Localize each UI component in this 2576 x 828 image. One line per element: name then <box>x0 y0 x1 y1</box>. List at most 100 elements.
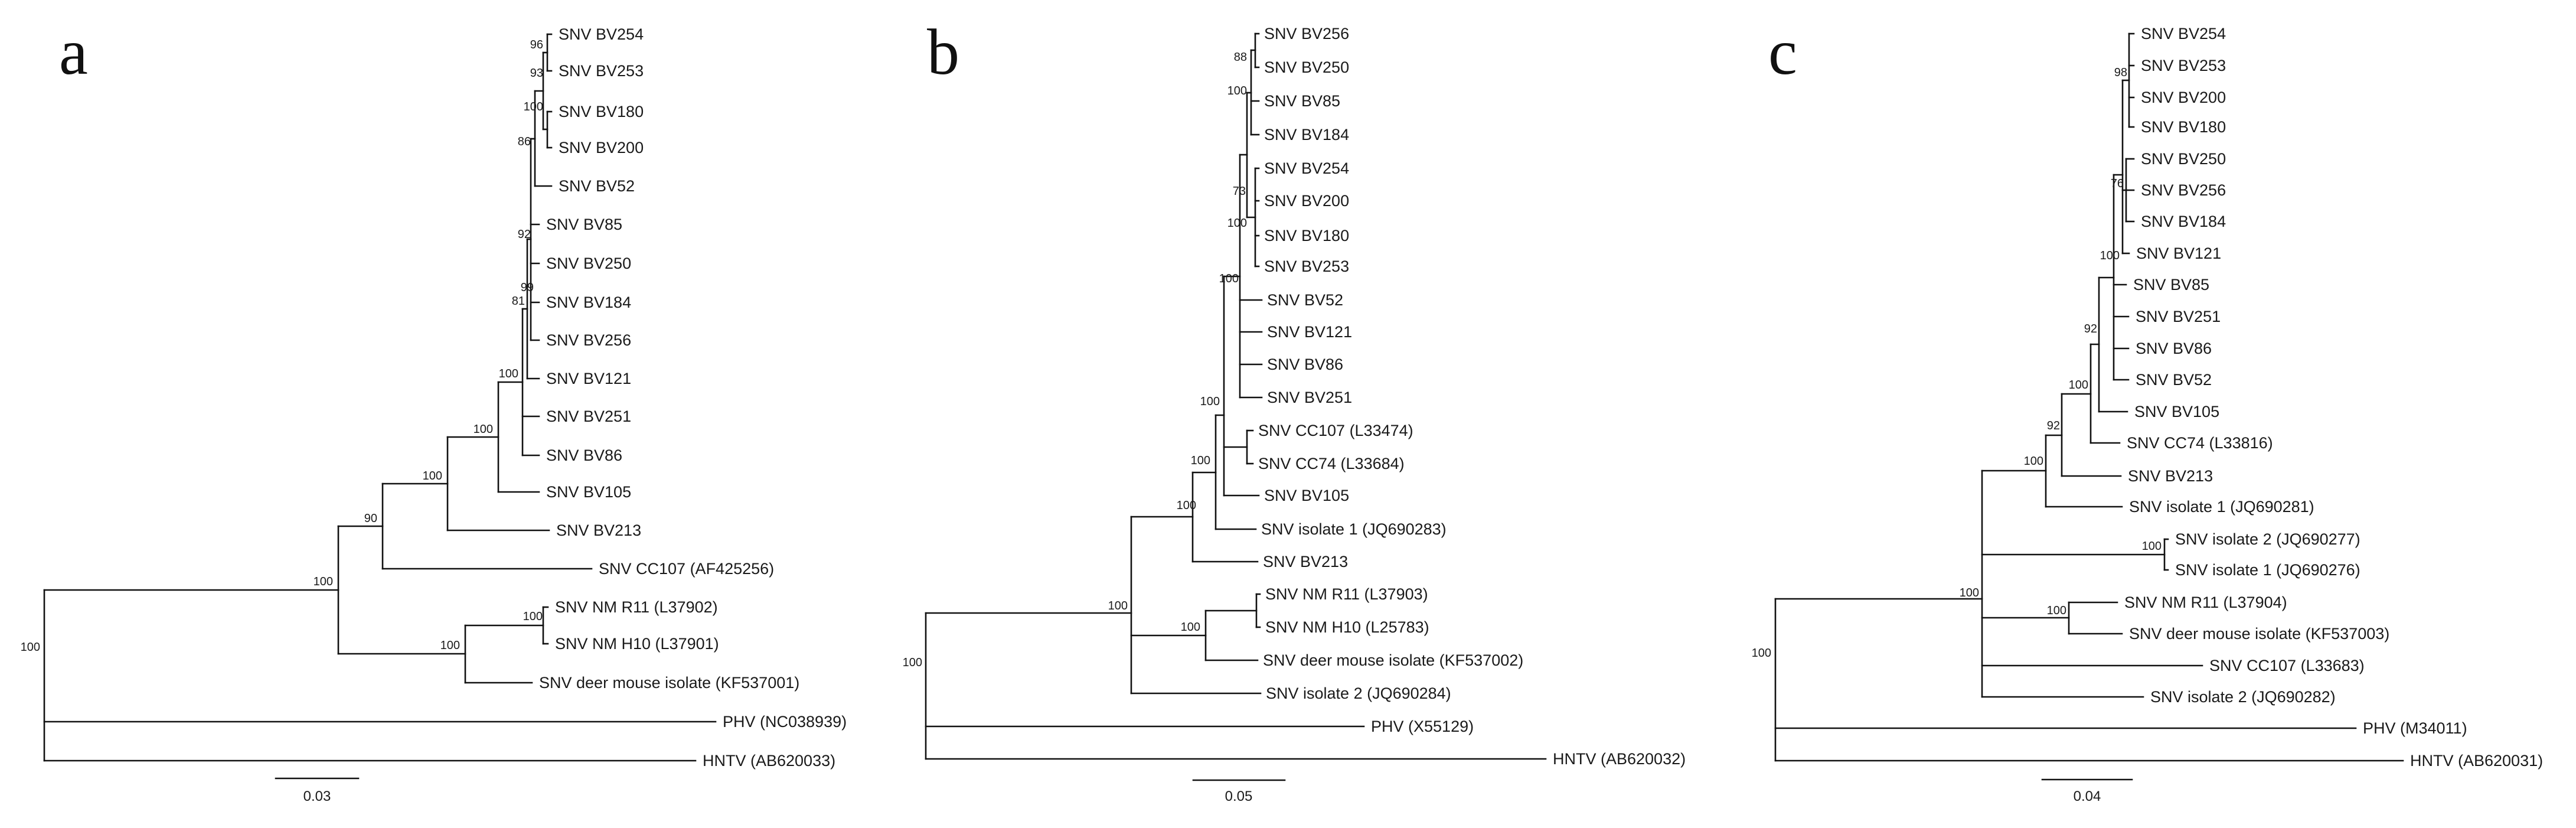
support-value: 100 <box>523 610 543 623</box>
tip-label: SNV BV254 <box>1264 159 1349 177</box>
tip-label: SNV NM R11 (L37904) <box>2124 594 2287 611</box>
tip-label: SNV CC107 (AF425256) <box>599 560 774 578</box>
tip-label: PHV (NC038939) <box>723 713 847 731</box>
support-value: 98 <box>2114 66 2127 79</box>
support-values: 98 76 100 92 100 92 100 100 100 100 100 <box>1752 66 2162 660</box>
tip-label: SNV BV85 <box>1264 92 1340 110</box>
support-value: 81 <box>512 295 525 308</box>
support-value: 92 <box>2047 419 2060 432</box>
support-value: 100 <box>1191 454 1210 467</box>
panel-b: b <box>903 16 1686 804</box>
tip-label: SNV BV180 <box>559 103 644 120</box>
support-value: 100 <box>314 575 333 588</box>
tip-label: SNV isolate 2 (JQ690282) <box>2150 688 2336 706</box>
support-value: 100 <box>474 423 493 436</box>
tip-label: SNV NM R11 (L37903) <box>1265 585 1428 603</box>
tip-label: SNV BV86 <box>546 446 622 464</box>
tip-label: SNV NM R11 (L37902) <box>555 598 718 616</box>
tip-label: SNV BV52 <box>1267 291 1343 309</box>
panel-c: c <box>1752 16 2543 804</box>
tree-branches <box>1774 32 2404 781</box>
support-value: 88 <box>1234 51 1247 64</box>
tip-label: SNV CC107 (L33683) <box>2209 657 2365 674</box>
tip-label: SNV BV86 <box>1267 356 1343 373</box>
support-value: 92 <box>2084 322 2097 335</box>
support-value: 100 <box>2069 379 2088 392</box>
support-value: 100 <box>1960 586 1979 599</box>
tip-label: SNV isolate 1 (JQ690281) <box>2129 498 2314 516</box>
tip-label: SNV BV213 <box>2128 467 2213 485</box>
support-value: 100 <box>499 367 518 380</box>
tip-label: SNV CC74 (L33816) <box>2127 434 2273 452</box>
tip-label: SNV BV213 <box>1263 553 1348 571</box>
tip-label: SNV NM H10 (L37901) <box>555 635 719 653</box>
tip-label: SNV BV180 <box>2141 118 2226 136</box>
tip-label: HNTV (AB620032) <box>1553 750 1686 768</box>
scale-bar-label: 0.05 <box>1225 788 1253 804</box>
tip-label: SNV BV52 <box>559 177 635 195</box>
tip-labels: SNV BV256 SNV BV250 SNV BV85 SNV BV184 S… <box>1258 25 1686 768</box>
tip-label: SNV BV184 <box>546 294 631 311</box>
tip-label: SNV BV250 <box>1264 58 1349 76</box>
tip-label: SNV BV121 <box>2136 245 2221 262</box>
tip-label: SNV BV253 <box>2141 57 2226 74</box>
support-value: 99 <box>521 281 534 294</box>
tip-label: SNV BV52 <box>2136 371 2212 389</box>
tip-label: SNV BV251 <box>2136 308 2221 325</box>
tip-label: SNV BV253 <box>559 62 644 80</box>
tip-label: SNV isolate 2 (JQ690277) <box>2175 530 2360 548</box>
tip-label: SNV BV251 <box>1267 389 1352 406</box>
tip-label: SNV BV85 <box>2133 276 2209 294</box>
support-value: 100 <box>524 100 543 113</box>
tip-label: SNV BV121 <box>546 370 631 387</box>
support-value: 93 <box>530 67 543 80</box>
support-value: 76 <box>2111 177 2124 190</box>
tip-label: SNV BV254 <box>2141 25 2226 43</box>
tip-label: SNV BV86 <box>2136 340 2212 357</box>
support-value: 90 <box>364 512 377 525</box>
tip-label: SNV NM H10 (L25783) <box>1265 618 1429 636</box>
tip-label: SNV BV184 <box>1264 126 1349 144</box>
support-value: 100 <box>1177 499 1196 512</box>
support-value: 100 <box>1200 395 1220 408</box>
tip-label: SNV BV256 <box>546 331 631 349</box>
support-value: 100 <box>2142 540 2162 553</box>
tip-label: SNV BV200 <box>1264 192 1349 210</box>
root-support-value: 100 <box>21 641 40 654</box>
tip-label: PHV (X55129) <box>1371 718 1474 735</box>
support-value: 100 <box>440 639 460 652</box>
tree-branches <box>43 33 717 780</box>
root-support-value: 100 <box>903 656 922 669</box>
tip-label: SNV BV105 <box>1264 487 1349 504</box>
tip-label: SNV isolate 2 (JQ690284) <box>1266 684 1451 702</box>
tip-label: SNV BV251 <box>546 408 631 425</box>
tip-label: SNV BV85 <box>546 216 622 233</box>
panel-label: c <box>1768 16 1797 88</box>
support-value: 100 <box>2024 455 2043 468</box>
panel-a: a <box>21 16 847 804</box>
tip-label: SNV BV121 <box>1267 323 1352 341</box>
support-value: 100 <box>2100 249 2120 262</box>
tip-label: SNV isolate 1 (JQ690276) <box>2175 561 2360 579</box>
scale-bar-label: 0.04 <box>2074 788 2101 804</box>
tip-label: SNV BV200 <box>2141 89 2226 106</box>
support-value: 100 <box>1227 217 1247 230</box>
tip-label: SNV BV256 <box>2141 181 2226 199</box>
tip-label: SNV isolate 1 (JQ690283) <box>1261 520 1447 538</box>
support-values: 96 93 100 86 92 99 81 100 100 100 90 100… <box>21 38 543 654</box>
support-value: 100 <box>1181 621 1200 634</box>
tip-label: PHV (M34011) <box>2363 719 2467 737</box>
tip-label: SNV deer mouse isolate (KF537003) <box>2129 625 2389 643</box>
support-values: 88 100 73 100 100 100 100 100 100 100 10… <box>903 51 1247 669</box>
tree-branches <box>925 32 1547 781</box>
tip-label: HNTV (AB620031) <box>2410 752 2543 770</box>
tip-labels: SNV BV254 SNV BV253 SNV BV200 SNV BV180 … <box>2124 25 2543 770</box>
panel-label: a <box>59 16 88 88</box>
support-value: 92 <box>518 228 531 241</box>
tip-label: SNV BV250 <box>2141 150 2226 168</box>
support-value: 100 <box>1219 272 1239 285</box>
tip-label: SNV BV200 <box>559 139 644 157</box>
root-support-value: 100 <box>1752 647 1771 660</box>
scale-bar-label: 0.03 <box>303 788 331 804</box>
tip-label: SNV BV180 <box>1264 227 1349 245</box>
